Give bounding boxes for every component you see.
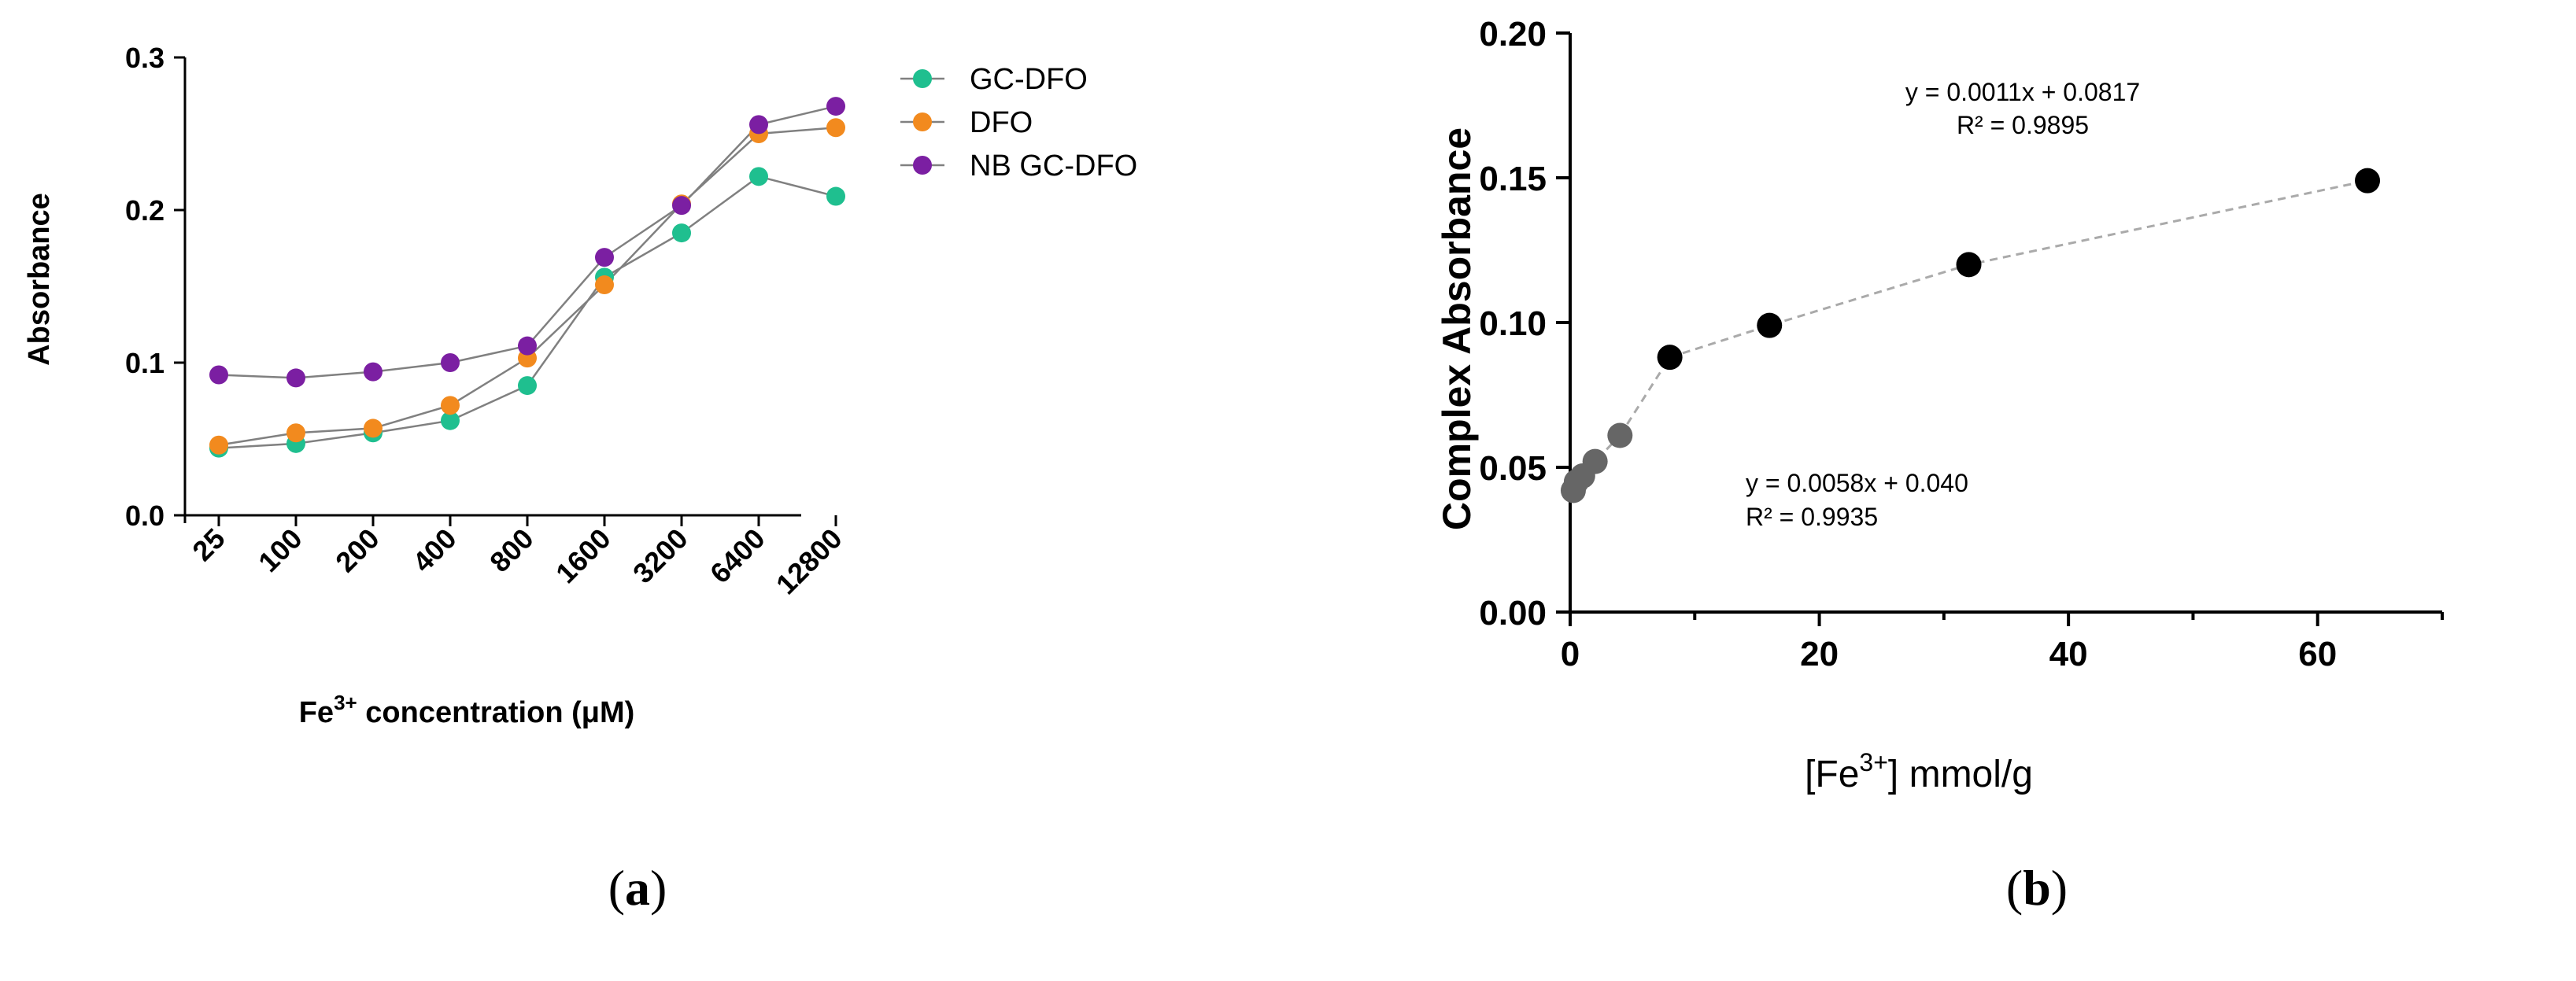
- chart-b-y-tick-label: 0.10: [1479, 304, 1547, 343]
- legend-marker: [913, 69, 932, 88]
- data-point-high: [2355, 168, 2381, 194]
- chart-a-x-tick-label: 6400: [704, 522, 771, 590]
- data-point-dfo: [441, 396, 460, 415]
- chart-b-x-tick-label: 60: [2298, 635, 2337, 673]
- chart-b-x-axis-label: [Fe3+] mmol/g: [1805, 748, 2033, 795]
- data-point-low: [1607, 422, 1633, 448]
- chart-a-y-tick-labels: 0.0 0.1 0.2 0.3: [125, 42, 185, 532]
- data-point-high: [1757, 312, 1783, 338]
- data-point-nb-gc-dfo: [518, 336, 537, 356]
- chart-a-y-axis-label: Absorbance: [23, 193, 56, 366]
- trend-line-connector: [1619, 356, 1671, 437]
- chart-a-x-tick-label: 400: [406, 522, 462, 578]
- data-point-nb-gc-dfo: [364, 362, 383, 382]
- chart-b-x-tick-label: 20: [1800, 635, 1839, 673]
- data-point-dfo: [595, 275, 614, 295]
- chart-a-x-tick-label: 1600: [549, 522, 617, 590]
- data-point-dfo: [209, 435, 228, 455]
- legend-marker: [913, 156, 932, 175]
- chart-a-points: [209, 97, 845, 458]
- data-point-nb-gc-dfo: [595, 248, 614, 267]
- lower-equation: y = 0.0058x + 0.040: [1746, 469, 1968, 497]
- chart-a-legend: GC-DFO DFO NB GC-DFO: [900, 63, 1137, 183]
- chart-a-x-tick-label: 800: [483, 522, 539, 578]
- data-point-gc-dfo: [441, 411, 460, 430]
- panel-label-b: (b): [2006, 860, 2068, 916]
- upper-r-squared: R² = 0.9895: [1957, 111, 2089, 139]
- chart-b-x-tick-labels: 0 20 40 60: [1561, 612, 2444, 673]
- chart-b-y-tick-label: 0.00: [1479, 594, 1547, 632]
- chart-a-x-tick-label: 12800: [770, 522, 848, 601]
- chart-b-x-tick-label: 0: [1561, 635, 1580, 673]
- chart-a-x-tick-label: 200: [329, 522, 385, 578]
- data-point-nb-gc-dfo: [672, 196, 691, 216]
- data-point-low: [1582, 448, 1608, 474]
- data-point-gc-dfo: [826, 186, 845, 206]
- legend-label: NB GC-DFO: [970, 149, 1137, 183]
- data-point-nb-gc-dfo: [826, 97, 845, 116]
- data-point-gc-dfo: [518, 376, 537, 396]
- chart-b-y-tick-label: 0.15: [1479, 160, 1547, 198]
- chart-b-y-tick-label: 0.05: [1479, 449, 1547, 488]
- chart-a-series-lines: [218, 105, 837, 449]
- data-point-nb-gc-dfo: [749, 115, 768, 135]
- data-point-nb-gc-dfo: [441, 353, 460, 372]
- chart-b: 0.00 0.05 0.10 0.15 0.20 0 20 40 60 Complex Abs…: [1435, 15, 2444, 795]
- series-line-gc-dfo: [218, 175, 837, 449]
- data-point-dfo: [364, 419, 383, 438]
- panel-label-a: (a): [608, 860, 667, 916]
- chart-a-x-tick-label: 100: [252, 522, 308, 578]
- data-point-high: [1657, 345, 1683, 371]
- chart-a-y-tick-label: 0.1: [125, 347, 164, 379]
- series-line-dfo: [218, 126, 837, 446]
- lower-r-squared: R² = 0.9935: [1746, 503, 1878, 531]
- chart-b-y-tick-labels: 0.00 0.05 0.10 0.15 0.20: [1479, 15, 1570, 632]
- data-point-gc-dfo: [672, 223, 691, 243]
- chart-a-x-axis-label: Fe3+ concentration (μM): [299, 691, 635, 729]
- data-point-nb-gc-dfo: [286, 368, 305, 388]
- chart-a-x-tick-label: 3200: [626, 522, 694, 590]
- chart-b-x-tick-label: 40: [2049, 635, 2088, 673]
- chart-b-points: [1560, 168, 2381, 503]
- data-point-high: [1956, 252, 1982, 278]
- legend-label: GC-DFO: [970, 63, 1088, 96]
- data-point-nb-gc-dfo: [209, 365, 228, 385]
- data-point-dfo: [826, 118, 845, 138]
- chart-b-trend-lines: [1572, 179, 2368, 491]
- chart-a-x-tick-label: 25: [186, 522, 231, 567]
- chart-a-axes: [177, 57, 801, 523]
- chart-a-y-tick-label: 0.3: [125, 42, 164, 74]
- chart-b-y-axis-label: Complex Absorbance: [1435, 127, 1479, 530]
- legend-marker: [913, 112, 932, 131]
- legend-label: DFO: [970, 106, 1033, 139]
- chart-a-y-tick-label: 0.0: [125, 500, 164, 532]
- chart-a: 0.0 0.1 0.2 0.3 25 100 200 400 800 1600 3200 64001…: [23, 42, 1137, 729]
- data-point-dfo: [286, 423, 305, 443]
- chart-a-y-tick-label: 0.2: [125, 194, 164, 227]
- data-point-gc-dfo: [749, 167, 768, 186]
- upper-equation: y = 0.0011x + 0.0817: [1905, 78, 2140, 106]
- chart-b-y-tick-label: 0.20: [1479, 15, 1547, 53]
